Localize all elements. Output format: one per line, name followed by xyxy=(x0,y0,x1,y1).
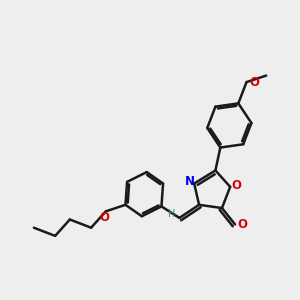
Text: O: O xyxy=(237,218,248,231)
Text: N: N xyxy=(185,176,195,188)
Text: O: O xyxy=(99,212,109,224)
Text: O: O xyxy=(250,76,260,88)
Text: H: H xyxy=(168,209,176,219)
Text: O: O xyxy=(231,179,241,193)
